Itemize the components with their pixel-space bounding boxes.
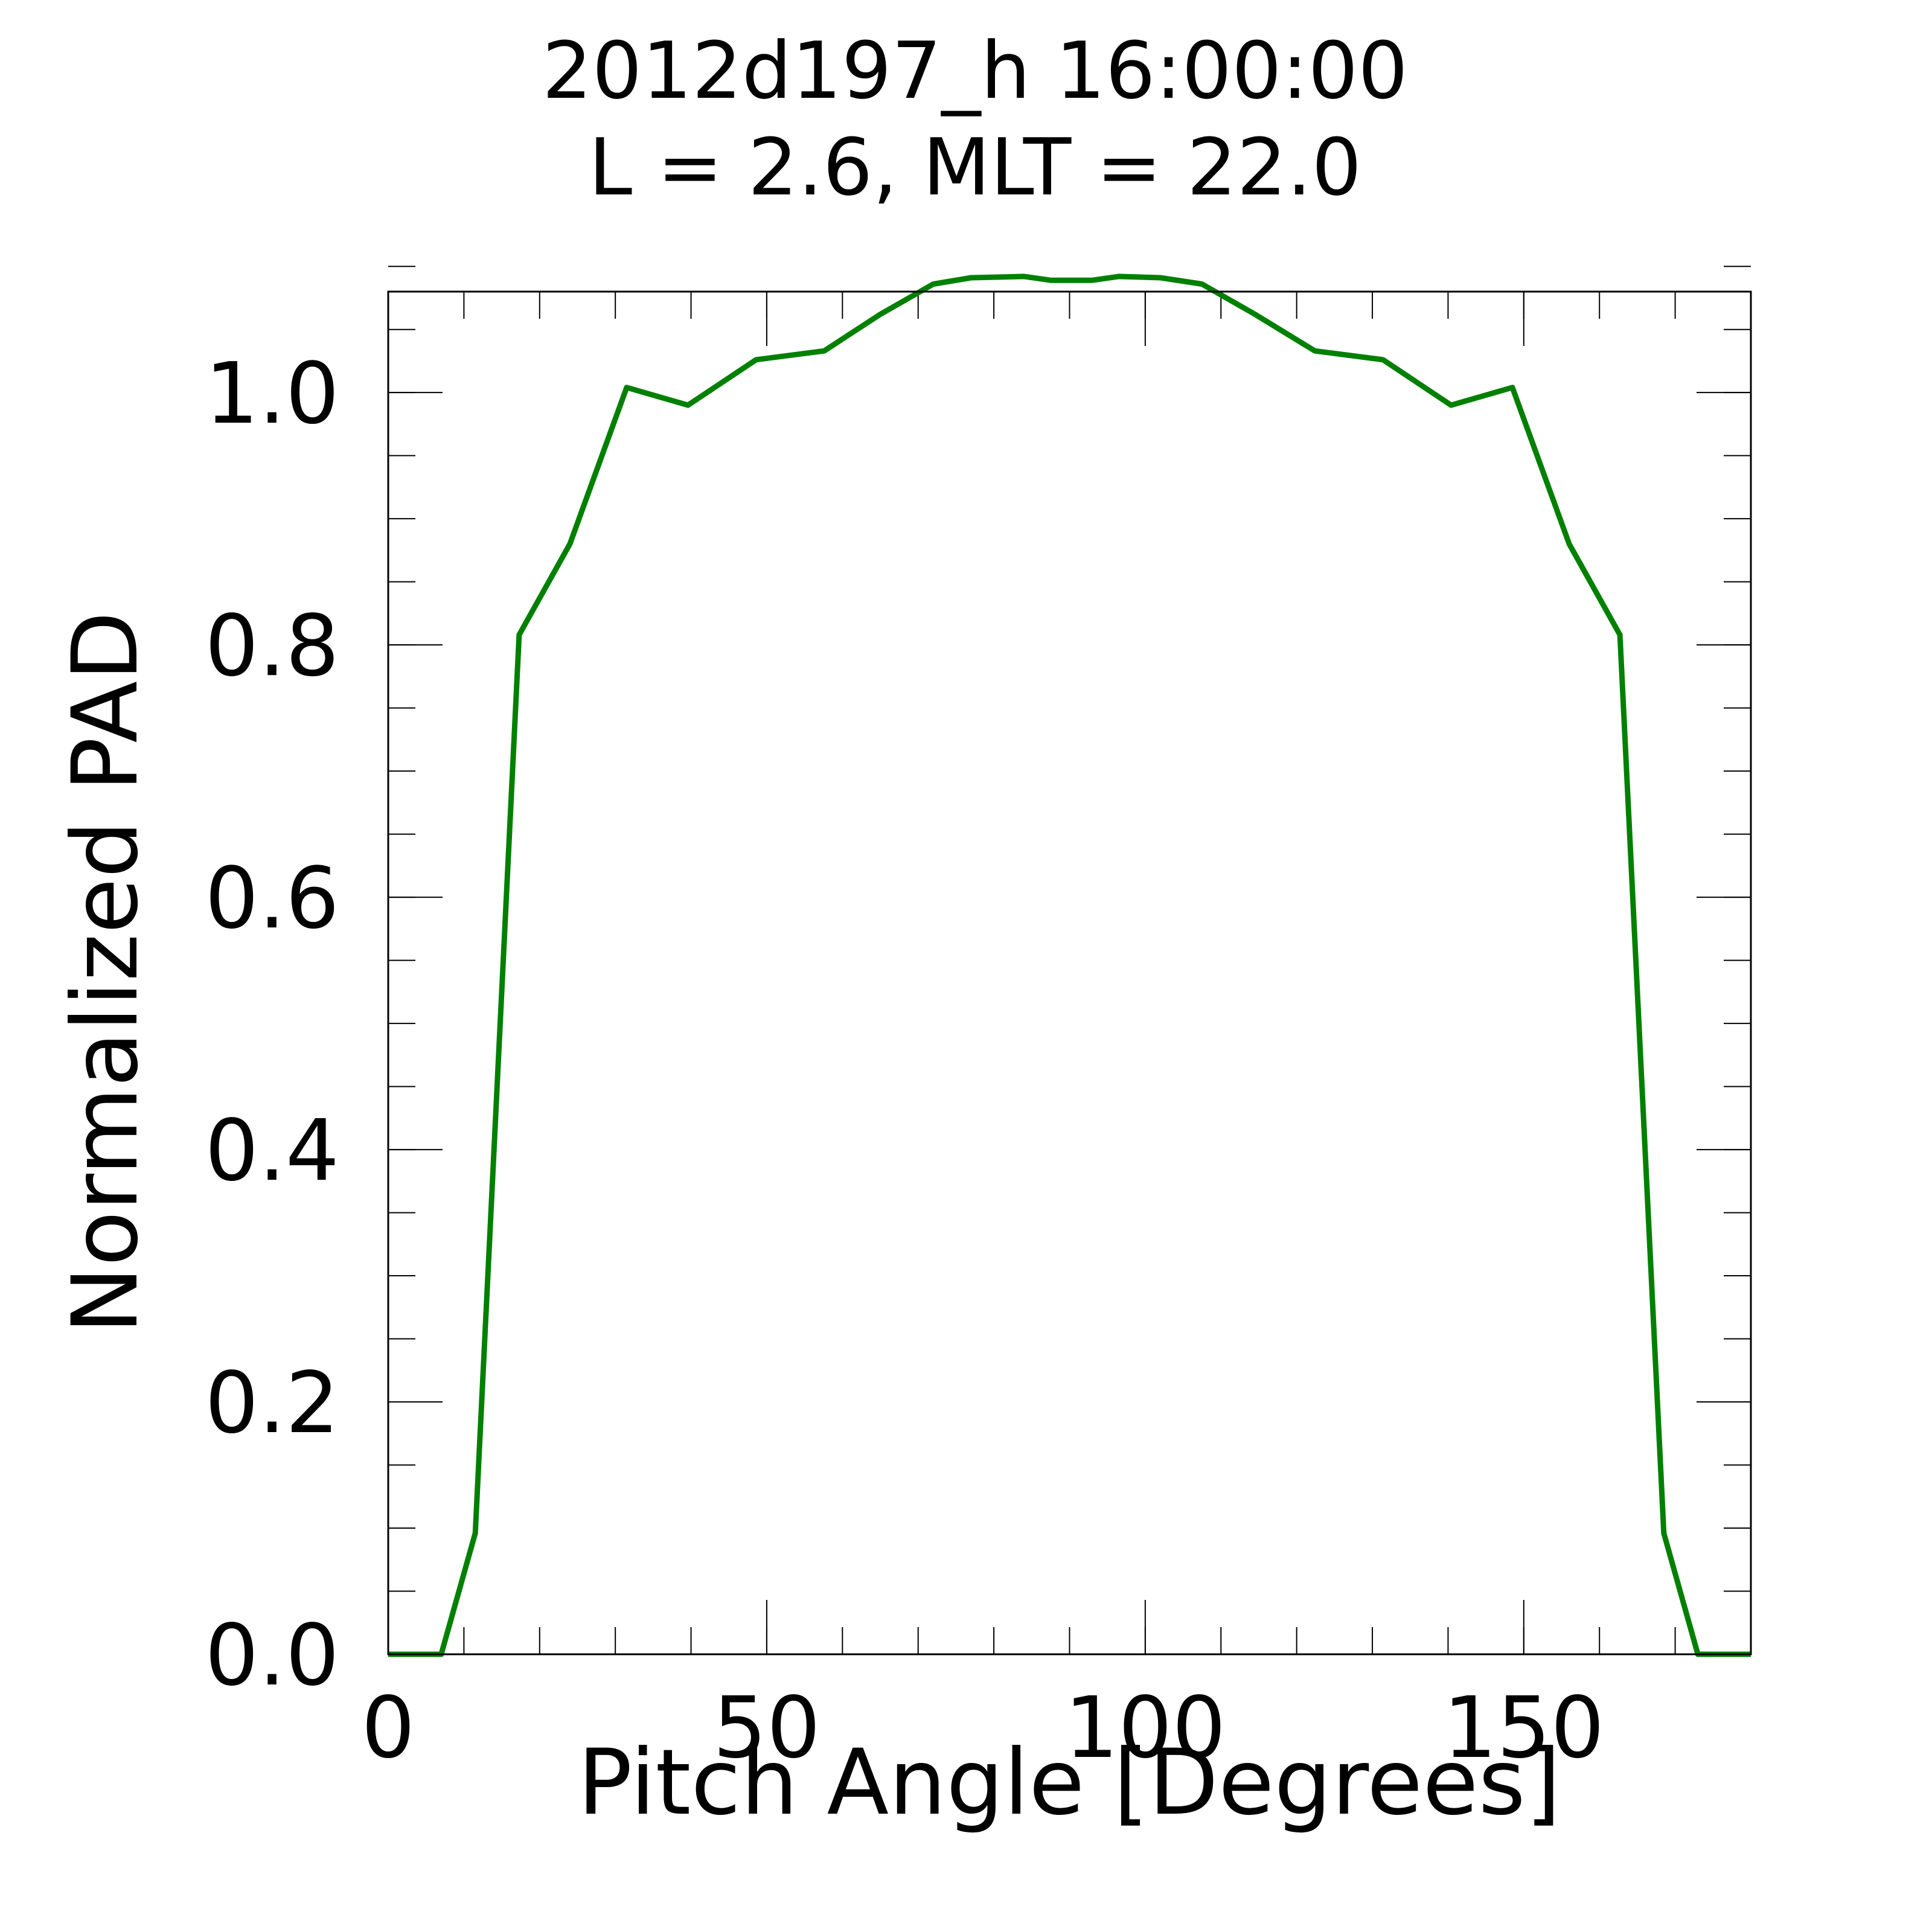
y-tick-label: 1.0: [205, 345, 339, 443]
series-line: [388, 273, 1751, 1657]
x-tick-label: 0: [361, 1679, 415, 1777]
chart-title: 2012d197_h 16:00:00: [542, 25, 1408, 117]
y-tick-label: 0.2: [205, 1354, 339, 1453]
y-tick-label: 0.0: [205, 1607, 339, 1705]
x-axis-label: Pitch Angle [Degrees]: [578, 1730, 1561, 1835]
y-tick-label: 0.8: [205, 597, 339, 696]
major-ticks: [388, 292, 1751, 1655]
plot-frame: [387, 290, 1752, 1655]
x-tick-label: 100: [1064, 1679, 1226, 1777]
y-tick-label: 0.4: [205, 1102, 339, 1200]
y-axis-label: Normalized PAD: [53, 611, 158, 1334]
x-tick-labels: 0 50 100 150: [361, 1679, 1604, 1777]
x-tick-label: 50: [713, 1679, 820, 1777]
x-tick-label: 150: [1443, 1679, 1604, 1777]
chart-subtitle: L = 2.6, MLT = 22.0: [589, 121, 1362, 213]
y-tick-label: 0.6: [205, 849, 339, 948]
y-tick-labels: 0.0 0.2 0.4 0.6 0.8 1.0: [205, 345, 339, 1705]
series-layer: [388, 273, 1751, 1657]
